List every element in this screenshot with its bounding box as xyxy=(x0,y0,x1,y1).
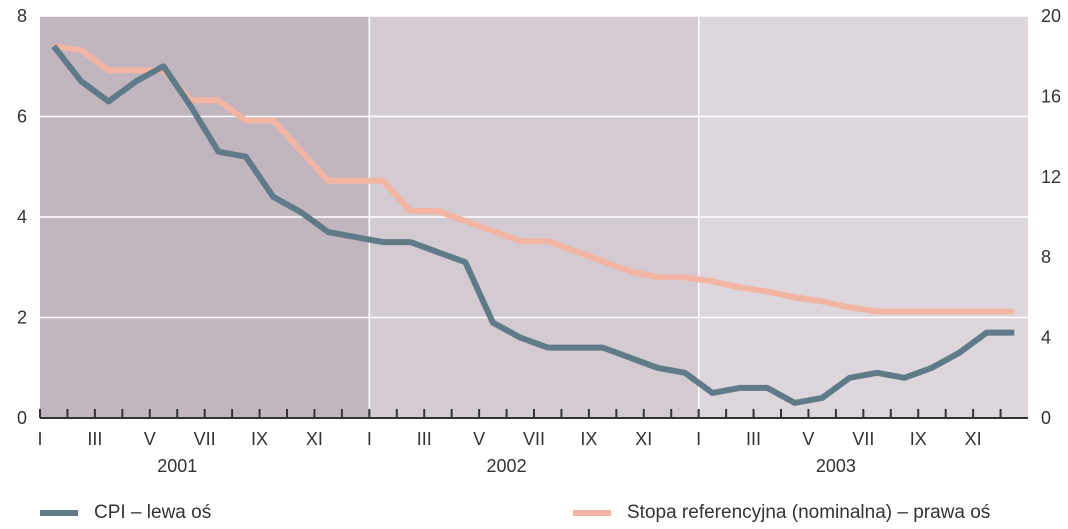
x-tick-label: III xyxy=(746,429,761,449)
series-line-rate xyxy=(53,43,1015,315)
left-tick-label: 4 xyxy=(17,207,27,227)
right-axis-ticks: 0 4 8 12 16 20 xyxy=(1041,6,1061,428)
x-tick-label: IX xyxy=(251,429,268,449)
x-tick-label: XI xyxy=(635,429,652,449)
legend-swatch-cpi xyxy=(40,510,78,516)
x-tick-label: I xyxy=(696,429,701,449)
x-tick-label: III xyxy=(417,429,432,449)
left-tick-label: 0 xyxy=(17,408,27,428)
legend-label-rate: Stopa referencyjna (nominalna) – prawa o… xyxy=(627,502,991,523)
grid-lines xyxy=(40,15,1028,418)
x-tick-label: VII xyxy=(523,429,545,449)
series-line-cpi xyxy=(51,44,1015,406)
series-lines xyxy=(51,43,1015,406)
right-tick-label: 4 xyxy=(1041,328,1051,348)
x-tick-label: I xyxy=(367,429,372,449)
x-tick-label: I xyxy=(37,429,42,449)
x-tick-label: VII xyxy=(852,429,874,449)
x-tick-label: IX xyxy=(910,429,927,449)
x-tick-label: V xyxy=(802,429,814,449)
x-tick-label: III xyxy=(87,429,102,449)
x-tick-label: IX xyxy=(580,429,597,449)
x-axis-ticks: I III V VII IX XI I III V VII IX XI I III V VII IX XI xyxy=(37,429,981,449)
left-tick-label: 6 xyxy=(17,107,27,127)
x-tick-label: VII xyxy=(194,429,216,449)
year-labels: 2001 2002 2003 xyxy=(157,456,856,476)
legend-item-cpi: CPI – lewa oś xyxy=(40,500,211,526)
left-tick-label: 8 xyxy=(17,6,27,26)
right-tick-label: 12 xyxy=(1041,167,1061,187)
x-tick-label: V xyxy=(473,429,485,449)
left-tick-label: 2 xyxy=(17,308,27,328)
year-label-2003: 2003 xyxy=(816,456,856,476)
right-tick-label: 8 xyxy=(1041,247,1051,267)
year-label-2002: 2002 xyxy=(487,456,527,476)
x-tick-label: V xyxy=(144,429,156,449)
axes xyxy=(39,409,1028,419)
left-axis-ticks: 0 2 4 6 8 xyxy=(17,6,27,428)
x-tick-label: XI xyxy=(306,429,323,449)
legend-label-cpi: CPI – lewa oś xyxy=(94,502,212,523)
year-label-2001: 2001 xyxy=(157,456,197,476)
right-tick-label: 20 xyxy=(1041,6,1061,26)
x-tick-label: XI xyxy=(965,429,982,449)
legend-swatch-rate xyxy=(573,510,611,516)
right-tick-label: 16 xyxy=(1041,86,1061,106)
legend-item-rate: Stopa referencyjna (nominalna) – prawa o… xyxy=(573,500,990,526)
right-tick-label: 0 xyxy=(1041,408,1051,428)
